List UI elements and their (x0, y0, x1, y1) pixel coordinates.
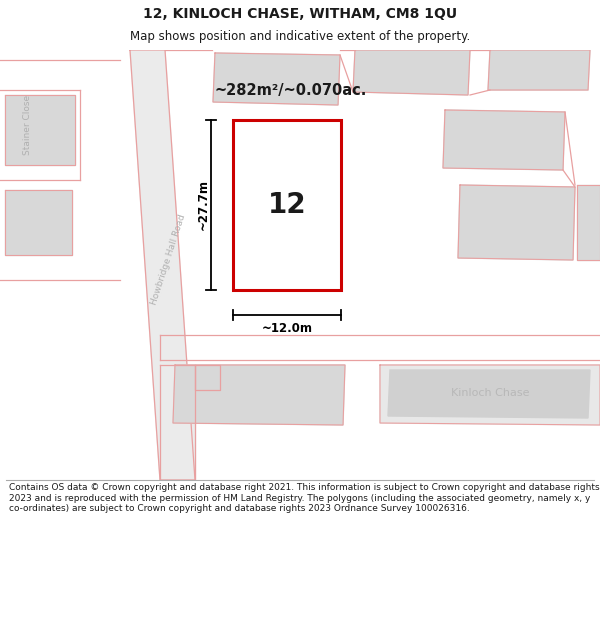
Text: 12, KINLOCH CHASE, WITHAM, CM8 1QU: 12, KINLOCH CHASE, WITHAM, CM8 1QU (143, 8, 457, 21)
Text: Stainer Close: Stainer Close (23, 95, 32, 155)
Polygon shape (5, 95, 75, 165)
Polygon shape (443, 110, 565, 170)
Text: Kinloch Chase: Kinloch Chase (451, 388, 529, 398)
Polygon shape (488, 50, 590, 90)
Text: ~27.7m: ~27.7m (197, 179, 209, 231)
Polygon shape (388, 370, 590, 418)
Polygon shape (458, 185, 575, 260)
Polygon shape (173, 365, 345, 425)
Polygon shape (195, 365, 220, 390)
Text: ~12.0m: ~12.0m (262, 322, 313, 336)
Polygon shape (5, 190, 72, 255)
Bar (233, 120, 341, 290)
Text: Contains OS data © Crown copyright and database right 2021. This information is : Contains OS data © Crown copyright and d… (9, 483, 599, 513)
Polygon shape (130, 50, 195, 480)
Polygon shape (380, 365, 600, 425)
Text: 12: 12 (268, 191, 307, 219)
Polygon shape (213, 53, 340, 105)
Polygon shape (577, 185, 600, 260)
Polygon shape (353, 50, 470, 95)
Text: Howbridge Hall Road: Howbridge Hall Road (149, 214, 187, 306)
Text: Map shows position and indicative extent of the property.: Map shows position and indicative extent… (130, 30, 470, 43)
Polygon shape (160, 365, 195, 480)
Text: ~282m²/~0.070ac.: ~282m²/~0.070ac. (215, 82, 367, 98)
